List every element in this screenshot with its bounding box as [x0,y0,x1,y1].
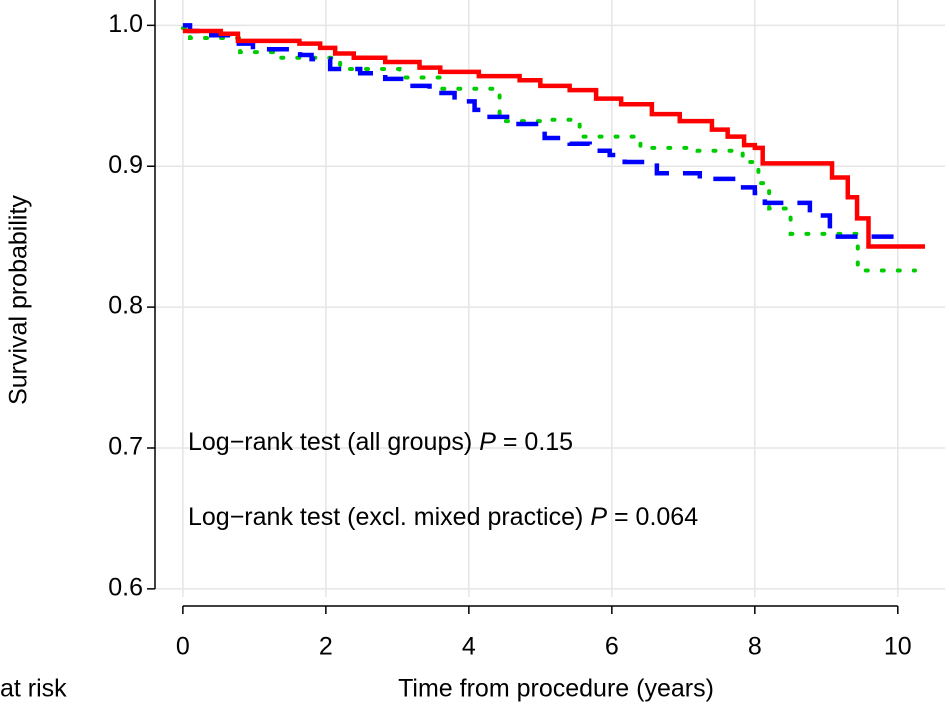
annotation-text: Log−rank test (excl. mixed practice) [188,503,583,531]
annotation: Log−rank test (excl. mixed practice) P = 0… [188,503,698,531]
x-tick-label: 10 [884,633,912,661]
risk-table-label: at risk [0,675,67,703]
x-tick-label: 6 [605,633,619,661]
x-axis-label: Time from procedure (years) [398,675,714,703]
y-tick-label: 0.9 [108,151,143,179]
y-tick-label: 0.6 [108,573,143,601]
y-tick-label: 0.8 [108,292,143,320]
annotation-result: = 0.064 [614,503,698,531]
annotation-symbol: P [590,503,607,531]
survival-curve [182,23,905,239]
x-tick-label: 8 [748,633,762,661]
x-tick-label: 2 [319,633,333,661]
annotation-result: = 0.15 [503,428,573,456]
y-tick-label: 1.0 [108,10,143,38]
annotation-text: Log−rank test (all groups) [188,428,472,456]
annotation-symbol: P [479,428,496,456]
x-tick-label: 4 [462,633,476,661]
annotation: Log−rank test (all groups) P = 0.15 [188,428,573,456]
x-tick-label: 0 [176,633,190,661]
survival-curve [182,28,925,249]
y-tick-label: 0.7 [108,433,143,461]
y-axis-label: Survival probability [5,195,33,405]
survival-curve [180,26,917,273]
